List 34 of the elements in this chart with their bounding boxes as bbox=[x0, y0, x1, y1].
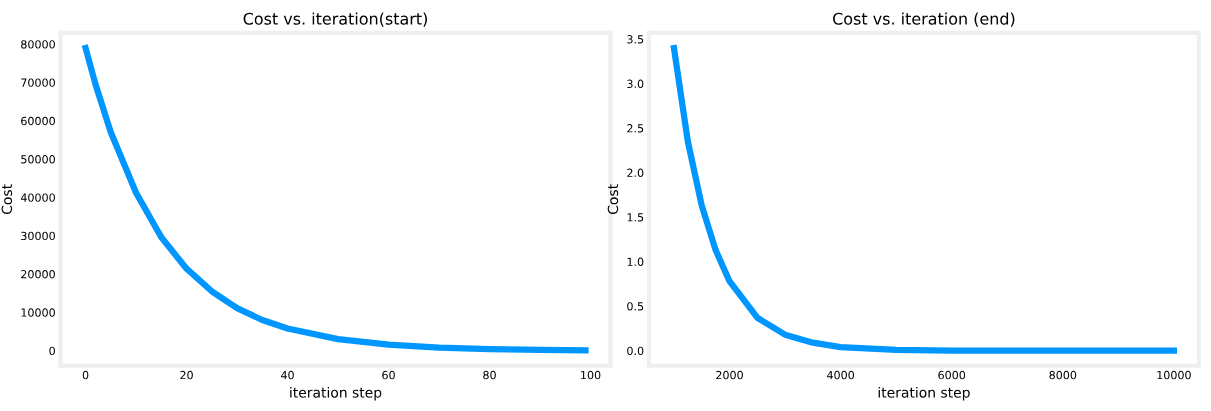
y-tick-label: 2.0 bbox=[627, 168, 644, 178]
y-tick-label: 50000 bbox=[21, 155, 55, 164]
y-tick-label: 30000 bbox=[21, 231, 55, 241]
x-tick-label: 40 bbox=[281, 370, 294, 380]
x-tick-label: 8000 bbox=[1049, 370, 1077, 380]
y-tick-label: 40000 bbox=[20, 193, 55, 202]
y-tick-label: 20000 bbox=[21, 270, 55, 279]
y-tick-label: 80000 bbox=[21, 40, 55, 49]
y-tick-label: 2.5 bbox=[627, 124, 644, 133]
y-tick-label: 60000 bbox=[21, 116, 55, 126]
x-tick-label: 6000 bbox=[938, 370, 966, 380]
y-tick-label: 1.0 bbox=[627, 257, 644, 267]
chart-title: Cost vs. iteration(start) bbox=[243, 12, 427, 27]
y-tick-label: 0.0 bbox=[627, 346, 644, 356]
y-tick-label: 0.5 bbox=[627, 302, 644, 311]
x-tick-label: 60 bbox=[382, 370, 395, 380]
x-tick-label: 10000 bbox=[1157, 370, 1191, 380]
y-tick-label: 0 bbox=[49, 346, 55, 356]
y-tick-label: 3.5 bbox=[627, 35, 644, 44]
y-tick-label: 10000 bbox=[21, 308, 55, 317]
y-tick-label: 3.0 bbox=[627, 79, 644, 88]
x-axis-title: iteration step bbox=[878, 386, 970, 401]
x-tick-label: 20 bbox=[180, 370, 193, 380]
y-axis-title: Cost bbox=[1, 184, 13, 214]
x-axis-title: iteration step bbox=[290, 386, 382, 401]
y-tick-label: 1.5 bbox=[627, 213, 644, 222]
x-tick-label: 80 bbox=[483, 370, 496, 380]
x-tick-label: 0 bbox=[82, 370, 89, 380]
x-tick-label: 4000 bbox=[827, 370, 855, 380]
chart-title: Cost vs. iteration (end) bbox=[833, 12, 1015, 27]
y-axis-title: Cost bbox=[607, 184, 619, 214]
y-tick-label: 70000 bbox=[21, 78, 55, 87]
x-tick-label: 2000 bbox=[716, 370, 743, 380]
x-tick-label: 100 bbox=[581, 370, 601, 380]
